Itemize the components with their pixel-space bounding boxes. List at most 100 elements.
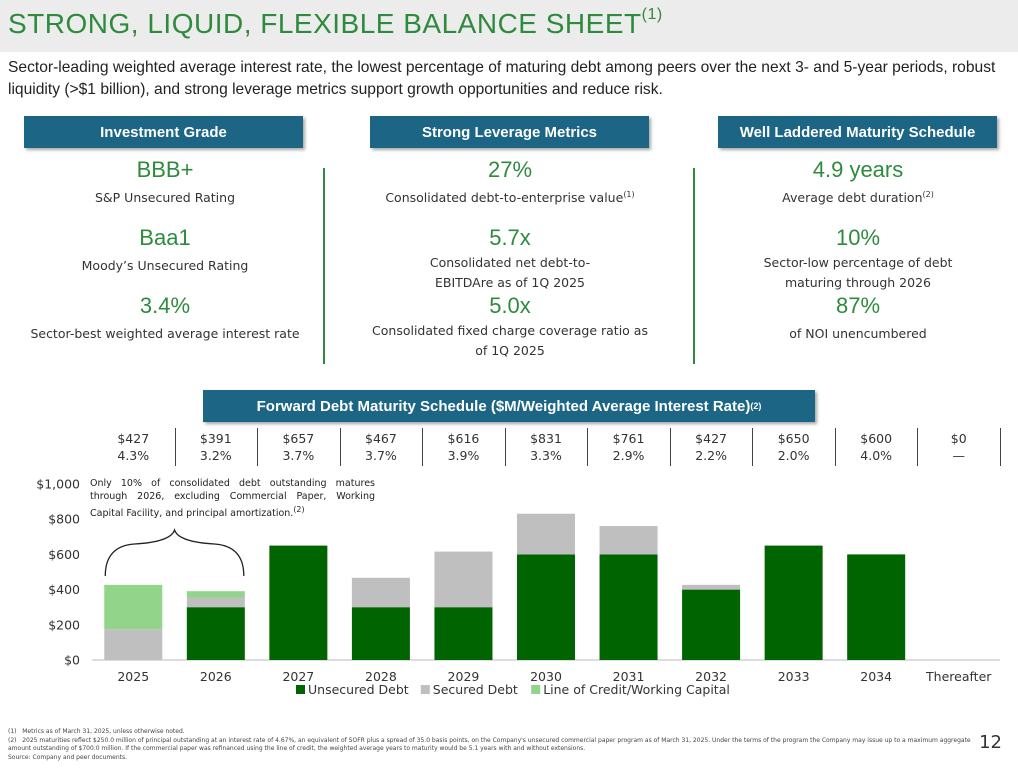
rate-divider [339,428,341,466]
metric-block: BBB+ S&P Unsecured Rating [0,154,330,222]
maturity-total: $427 4.3% [92,430,174,464]
footnote-item: (2) 2025 maturities reflect $250.0 milli… [8,736,971,753]
metric-value: 5.7x [489,225,531,250]
x-tick-label: 2032 [695,669,727,684]
maturity-total: $0 — [918,430,1000,464]
legend-swatch [296,685,305,694]
bar-segment-2 [104,584,163,630]
metric-label: Moody’s Unsecured Rating [81,258,249,274]
metric-block: 10% Sector-low percentage of debt maturi… [693,222,1018,290]
metric-block: 3.4% Sector-best weighted average intere… [0,290,330,358]
bar-segment-0 [186,607,245,660]
y-tick-label: $0 [64,653,80,668]
bar-segment-1 [104,629,163,660]
metric-label: of NOI unencumbered [789,326,927,342]
rate-divider [504,428,506,466]
metric-value: 3.4% [139,293,191,318]
x-tick-label: Thereafter [925,669,992,684]
bar-segment-0 [269,545,328,660]
page-subtitle: Sector-leading weighted average interest… [8,59,996,98]
panel-header-maturity-schedule: Well Laddered Maturity Schedule [718,116,997,148]
legend-label: Line of Credit/Working Capital [543,682,730,697]
x-tick-label: 2031 [613,669,645,684]
maturity-amount: $467 [365,431,397,446]
rate-divider [257,428,259,466]
rate-divider [834,428,836,466]
metric-value: 10% [835,225,881,250]
footnote-item: (1) Metrics as of March 31, 2025, unless… [8,728,185,735]
metric-block: 87% of NOI unencumbered [693,290,1018,358]
x-tick-label: 2026 [200,669,232,684]
page-number: 12 [979,732,1002,753]
y-tick-label: $200 [48,617,80,632]
title-bar [0,0,1018,52]
maturity-total: $657 3.7% [257,430,339,464]
x-tick-label: 2025 [117,669,149,684]
maturity-rate: 3.2% [199,448,232,463]
x-tick-label: 2029 [448,669,480,684]
maturity-amount: $0 [950,431,967,446]
panel-header-leverage-metrics: Strong Leverage Metrics [370,116,649,148]
x-tick-label: 2028 [365,669,397,684]
bar-segment-1 [186,597,245,608]
metric-block: 5.7x Consolidated net debt-to-EBITDAre a… [345,222,675,290]
legend-swatch [420,685,430,694]
metric-label: Consolidated debt-to-enterprise value(1) [385,190,635,206]
y-tick-label: $600 [48,547,80,562]
maturity-amount: $427 [695,431,727,446]
page-title: STRONG, LIQUID, FLEXIBLE BALANCE SHEET(1… [8,6,663,39]
metric-label: Consolidated net debt-to-EBITDAre as of … [429,255,591,291]
rate-divider [752,428,754,466]
y-tick-label: $1,000 [36,477,80,492]
schedule-header: Forward Debt Maturity Schedule ($M/Weigh… [203,390,815,422]
maturity-amount: $427 [117,431,150,446]
legend-swatch [531,685,541,694]
maturity-chart: $0 $200 $400 $600 $800 $1,000 2025 2026 2027 2028… [36,477,1000,697]
bar-segment-0 [764,545,823,660]
maturity-amount: $657 [282,431,315,446]
maturity-total: $391 3.2% [175,430,257,464]
maturity-amount: $616 [447,431,480,446]
metric-block: 27% Consolidated debt-to-enterprise valu… [345,154,675,222]
panel-investment-grade: BBB+ S&P Unsecured Rating Baa1 Moody’s U… [0,154,330,358]
bar-segment-1 [434,551,493,608]
maturity-total: $761 2.9% [588,430,670,464]
bar-segment-1 [351,577,410,608]
metric-value: 5.0x [489,293,531,318]
x-tick-label: 2033 [778,669,810,684]
metric-block: 4.9 years Average debt duration(2) [693,154,1018,222]
legend-label: Secured Debt [433,682,518,697]
rate-divider [174,428,176,466]
maturity-rate: 2.0% [777,448,810,463]
maturity-amount: $391 [199,431,232,446]
bar-segment-0 [434,607,493,660]
maturity-rate: 3.7% [365,448,397,463]
metric-value: 87% [835,293,881,318]
maturity-total: $600 4.0% [835,430,917,464]
maturity-total: $650 2.0% [753,430,835,464]
bar-segment-1 [599,526,658,555]
metric-label: S&P Unsecured Rating [94,190,236,206]
metric-label: Sector-best weighted average interest ra… [30,326,300,342]
panel-maturity-schedule: 4.9 years Average debt duration(2) 10% S… [693,154,1018,358]
metric-value: Baa1 [139,225,191,250]
column-divider [693,168,695,364]
bar-segment-0 [517,554,575,660]
footnotes: (1) Metrics as of March 31, 2025, unless… [8,728,978,762]
maturity-rate: 2.9% [612,448,645,463]
metric-value: 4.9 years [812,157,904,182]
maturity-amount: $831 [530,431,562,446]
maturity-rate: 3.7% [282,448,315,463]
bar-segment-0 [599,554,658,660]
x-tick-label: 2027 [282,669,314,684]
rate-divider [669,428,671,466]
y-tick-label: $800 [48,512,80,527]
maturity-rate: 4.3% [117,448,150,463]
brace-annotation [104,527,245,577]
maturity-amount: $761 [612,431,645,446]
maturity-total: $831 3.3% [505,430,587,464]
maturity-rate: 3.9% [447,448,480,463]
maturity-rate: 4.0% [860,448,893,463]
x-tick-label: 2030 [530,669,562,684]
maturity-rate: — [952,448,965,463]
